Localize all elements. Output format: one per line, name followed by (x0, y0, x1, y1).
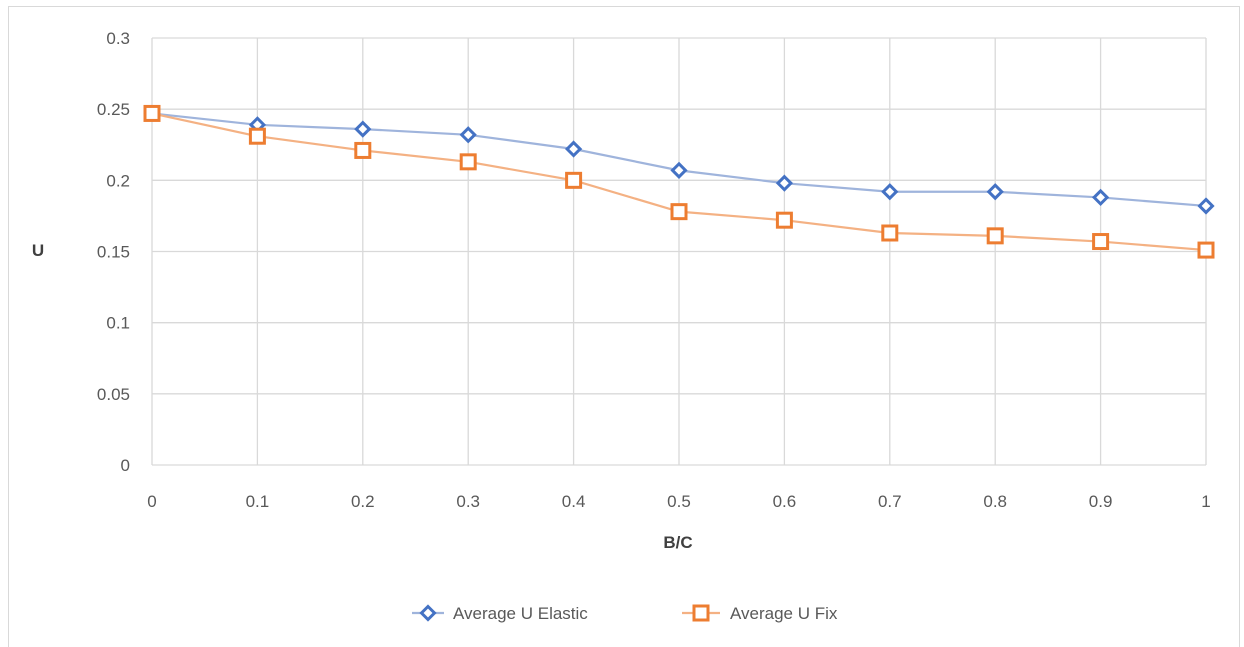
legend-label: Average U Fix (730, 604, 838, 623)
data-point (143, 104, 161, 122)
y-tick-label: 0.05 (97, 385, 130, 404)
y-tick-label: 0 (121, 456, 130, 475)
data-point (1092, 233, 1110, 251)
x-tick-label: 0.3 (456, 492, 480, 511)
data-point (986, 183, 1004, 201)
data-point (670, 161, 688, 179)
gridlines (151, 37, 1207, 466)
x-tick-label: 0.9 (1089, 492, 1113, 511)
x-tick-label: 0.2 (351, 492, 375, 511)
x-tick-label: 0.4 (562, 492, 586, 511)
y-tick-label: 0.15 (97, 243, 130, 262)
y-tick-label: 0.2 (106, 171, 130, 190)
x-tick-label: 0.6 (773, 492, 797, 511)
x-tick-label: 0.7 (878, 492, 902, 511)
legend-marker (419, 604, 437, 622)
y-tick-label: 0.1 (106, 314, 130, 333)
data-point (775, 211, 793, 229)
data-point (1091, 188, 1110, 207)
data-point (881, 183, 899, 201)
data-point (564, 140, 583, 158)
data-point (1197, 197, 1215, 215)
y-tick-label: 0.25 (97, 100, 130, 119)
data-point (881, 224, 899, 242)
data-point (459, 126, 477, 144)
data-point (354, 141, 372, 159)
legend-item: Average U Fix (682, 604, 838, 623)
x-axis-tick-labels: 0 0.1 0.2 0.3 0.4 0.5 0.6 0.7 0.8 0.9 1 (147, 492, 1210, 511)
data-point (459, 153, 477, 171)
legend-marker (692, 604, 710, 622)
data-point (565, 171, 583, 189)
legend-item: Average U Elastic (412, 604, 588, 623)
y-axis-tick-labels: 0 0.05 0.1 0.15 0.2 0.25 0.3 (97, 29, 130, 475)
y-axis-title: U (32, 241, 44, 260)
series (143, 104, 1215, 259)
data-point (1197, 241, 1215, 259)
data-point (775, 174, 794, 192)
x-tick-label: 0 (147, 492, 156, 511)
x-tick-label: 1 (1201, 492, 1210, 511)
legend: Average U Elastic Average U Fix (412, 604, 838, 623)
y-tick-label: 0.3 (106, 29, 130, 48)
legend-label: Average U Elastic (453, 604, 588, 623)
x-axis-title: B/C (663, 533, 692, 552)
data-point (670, 203, 688, 221)
x-tick-label: 0.8 (983, 492, 1007, 511)
series-fix (143, 104, 1215, 259)
x-tick-label: 0.1 (246, 492, 270, 511)
data-point (248, 127, 266, 145)
data-point (354, 120, 372, 138)
data-point (986, 227, 1004, 245)
x-tick-label: 0.5 (667, 492, 691, 511)
chart-area (8, 6, 1240, 647)
